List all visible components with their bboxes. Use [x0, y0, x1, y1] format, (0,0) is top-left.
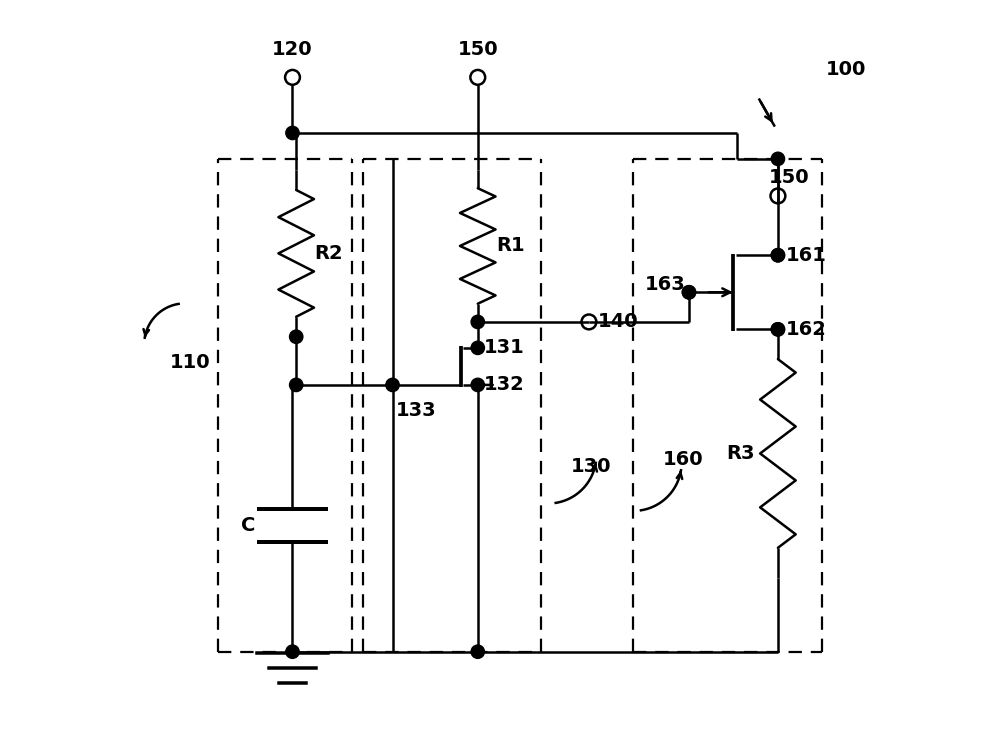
Text: 133: 133	[396, 402, 437, 421]
Text: 160: 160	[663, 449, 704, 469]
Text: 110: 110	[170, 353, 211, 372]
Circle shape	[771, 248, 785, 262]
Text: 132: 132	[484, 375, 524, 394]
Circle shape	[682, 285, 696, 299]
Circle shape	[771, 322, 785, 336]
Circle shape	[286, 126, 299, 140]
Circle shape	[471, 645, 484, 658]
Text: R1: R1	[496, 236, 525, 255]
Text: 150: 150	[769, 168, 809, 187]
Text: 163: 163	[645, 276, 685, 294]
Circle shape	[290, 330, 303, 344]
Text: 150: 150	[457, 40, 498, 59]
Text: 161: 161	[785, 245, 826, 265]
Text: 130: 130	[570, 457, 611, 476]
Text: 120: 120	[272, 40, 313, 59]
Text: 131: 131	[484, 338, 524, 357]
Text: R2: R2	[315, 244, 343, 263]
Text: 100: 100	[826, 60, 866, 79]
Circle shape	[771, 248, 785, 262]
Circle shape	[290, 378, 303, 392]
Text: C: C	[241, 516, 255, 535]
Circle shape	[682, 285, 696, 299]
Circle shape	[471, 378, 484, 392]
Circle shape	[471, 316, 484, 328]
Text: 162: 162	[785, 320, 826, 339]
Circle shape	[771, 153, 785, 165]
Circle shape	[471, 341, 484, 355]
Circle shape	[386, 378, 399, 392]
Text: R3: R3	[726, 444, 755, 463]
Text: 140: 140	[598, 313, 638, 331]
Circle shape	[771, 322, 785, 336]
Circle shape	[286, 645, 299, 658]
